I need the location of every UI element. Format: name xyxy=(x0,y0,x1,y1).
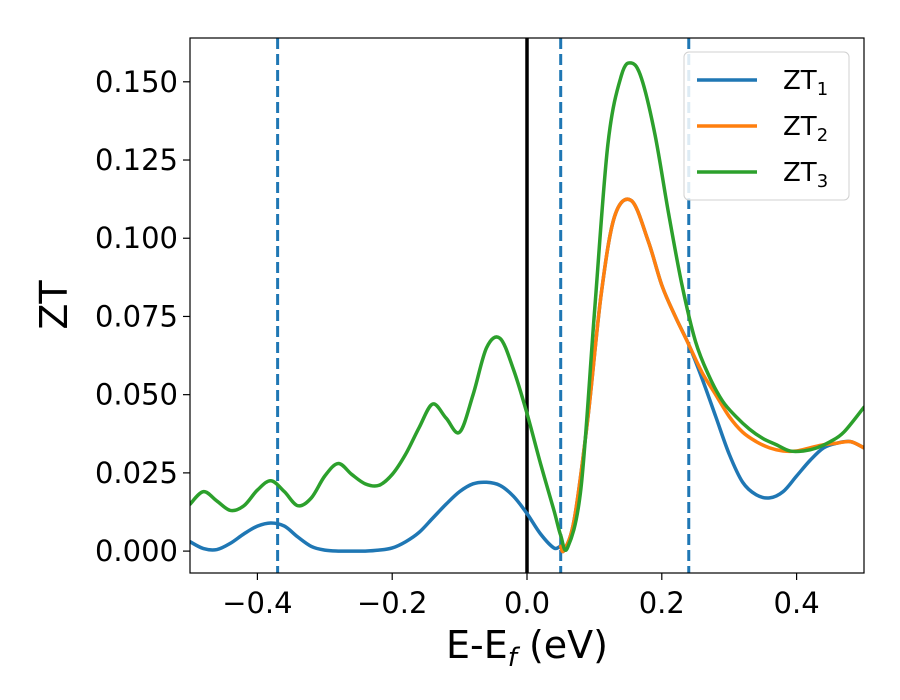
x-axis-title: E-Ef (eV) xyxy=(446,623,608,673)
series-layer xyxy=(190,61,864,554)
y-tick-label: 0.025 xyxy=(95,456,178,490)
series-line-zt1 xyxy=(190,197,864,554)
y-tick-label: 0.100 xyxy=(95,221,178,255)
y-tick-label: 0.125 xyxy=(95,143,178,177)
legend-label-zt1: ZT1 xyxy=(783,66,828,100)
y-tick-label: 0.075 xyxy=(95,299,178,333)
vertical-reference-lines xyxy=(276,38,691,573)
y-axis-ticks: 0.000 0.025 0.050 0.075 0.100 0.125 0.150 xyxy=(95,65,190,568)
legend: ZT1 ZT2 ZT3 xyxy=(683,51,850,201)
y-axis-title: ZT xyxy=(32,280,76,330)
y-tick-label: 0.000 xyxy=(95,534,178,568)
legend-box xyxy=(683,51,850,201)
legend-label-zt2: ZT2 xyxy=(783,112,828,146)
y-tick-label: 0.150 xyxy=(95,65,178,99)
x-axis-title-main: E-E xyxy=(446,623,508,667)
x-tick-label: −0.2 xyxy=(357,586,427,620)
x-tick-label: 0.0 xyxy=(504,586,550,620)
x-axis-ticks: −0.4 −0.2 0.0 0.2 0.4 xyxy=(222,573,820,620)
x-tick-label: 0.4 xyxy=(774,586,820,620)
series-line-zt3 xyxy=(190,61,864,552)
legend-label-zt3: ZT3 xyxy=(783,158,828,192)
x-axis-title-unit: (eV) xyxy=(517,623,608,667)
x-tick-label: −0.4 xyxy=(222,586,292,620)
series-line-zt2 xyxy=(558,197,864,554)
x-tick-label: 0.2 xyxy=(639,586,685,620)
y-tick-label: 0.050 xyxy=(95,378,178,412)
